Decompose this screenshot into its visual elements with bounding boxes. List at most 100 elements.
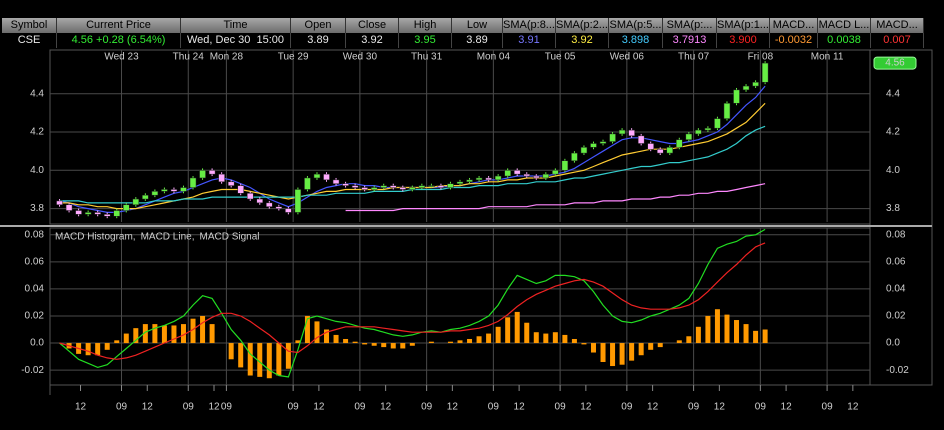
candle-body bbox=[275, 206, 283, 209]
macd-line bbox=[59, 242, 766, 360]
histogram-bar bbox=[247, 343, 253, 376]
column-header[interactable]: SMA(p:2... bbox=[556, 18, 609, 33]
y-tick-label: 4.2 bbox=[886, 127, 900, 138]
candle-body bbox=[399, 187, 407, 190]
histogram-bar bbox=[295, 340, 301, 344]
histogram-bar bbox=[381, 343, 387, 348]
histogram-bar bbox=[486, 333, 492, 344]
candle-body bbox=[161, 189, 168, 192]
candle-body bbox=[447, 183, 454, 188]
x-tick-label: 09 bbox=[183, 402, 195, 413]
column-header[interactable]: MACD... bbox=[871, 18, 924, 33]
column-header[interactable]: Symbol bbox=[2, 18, 57, 33]
legend-label: MACD Line, bbox=[141, 232, 195, 243]
candle-body bbox=[656, 148, 664, 154]
column-header[interactable]: MACD... bbox=[770, 18, 818, 33]
candle-body bbox=[647, 143, 654, 150]
histogram-bar bbox=[562, 334, 568, 344]
x-tick-label: 09 bbox=[555, 402, 567, 413]
x-tick-label: 12 bbox=[380, 402, 392, 413]
x-tick-label: Tue 29 bbox=[278, 52, 309, 63]
candle-body bbox=[123, 204, 130, 211]
histogram-bar bbox=[133, 328, 139, 344]
cell: 3.91 bbox=[503, 33, 556, 48]
candle-body bbox=[218, 173, 225, 183]
histogram-bar bbox=[362, 343, 368, 345]
candle-body bbox=[475, 177, 483, 181]
x-tick-label: 12 bbox=[75, 402, 87, 413]
x-tick-label: 12 bbox=[647, 402, 659, 413]
y-tick-label: 4.4 bbox=[886, 88, 900, 99]
column-header[interactable]: Current Price bbox=[57, 18, 181, 33]
column-header[interactable]: SMA(p:... bbox=[663, 18, 717, 33]
x-tick-label: 09 bbox=[354, 402, 366, 413]
candle-body bbox=[380, 185, 387, 188]
x-tick-label: Fri 08 bbox=[748, 52, 774, 63]
x-tick-label: 09 bbox=[688, 402, 700, 413]
histogram-bar bbox=[753, 330, 759, 344]
candle-body bbox=[199, 170, 206, 179]
column-header[interactable]: SMA(p:5... bbox=[609, 18, 663, 33]
candle-body bbox=[752, 81, 759, 87]
header-row: Symbol Current Price Time Open Close High Low S… bbox=[2, 18, 924, 33]
candle-body bbox=[618, 129, 626, 135]
histogram-bar bbox=[400, 343, 406, 349]
cell: 3.89 bbox=[452, 33, 503, 48]
histogram-bar bbox=[514, 311, 520, 344]
candle-body bbox=[761, 62, 769, 83]
column-header[interactable]: SMA(p:8... bbox=[503, 18, 556, 33]
candle-body bbox=[533, 175, 540, 179]
histogram-bar bbox=[409, 343, 415, 346]
candle-body bbox=[390, 185, 397, 188]
histogram-bar bbox=[85, 343, 91, 356]
x-tick-label: Tue 05 bbox=[545, 52, 576, 63]
macd-panel bbox=[49, 227, 871, 386]
candle-body bbox=[370, 187, 378, 190]
candle-body bbox=[418, 185, 426, 188]
x-tick-label: 12 bbox=[847, 402, 859, 413]
column-header[interactable]: High bbox=[399, 18, 452, 33]
y-tick-label: 0.06 bbox=[25, 256, 45, 267]
column-header[interactable]: Close bbox=[346, 18, 399, 33]
cell: 3.898 bbox=[609, 33, 663, 48]
candle-body bbox=[285, 208, 292, 213]
candle-body bbox=[342, 183, 349, 186]
candle-body bbox=[704, 127, 712, 131]
candle-body bbox=[676, 139, 683, 148]
legend-label: MACD Histogram, bbox=[55, 232, 136, 243]
candle-body bbox=[361, 187, 368, 190]
histogram-bar bbox=[95, 343, 101, 356]
column-header[interactable]: Time bbox=[181, 18, 291, 33]
column-header[interactable]: Open bbox=[291, 18, 346, 33]
cell: -0.0032 bbox=[770, 33, 818, 48]
x-tick-label: 12 bbox=[208, 402, 220, 413]
last-price-tag bbox=[873, 56, 917, 70]
candle-body bbox=[170, 189, 178, 192]
candle-body bbox=[695, 129, 702, 135]
y-tick-label: 3.8 bbox=[886, 203, 900, 214]
histogram-bar bbox=[152, 324, 158, 344]
histogram-bar bbox=[581, 343, 587, 345]
y-tick-label: 0.0 bbox=[886, 338, 900, 349]
cell: 3.900 bbox=[717, 33, 770, 48]
histogram-bar bbox=[171, 325, 177, 344]
histogram-bar bbox=[161, 325, 167, 344]
candle-body bbox=[580, 147, 588, 154]
candle-body bbox=[65, 204, 73, 211]
histogram-bar bbox=[447, 341, 453, 344]
x-tick-label: 09 bbox=[488, 402, 500, 413]
candle-body bbox=[685, 133, 693, 140]
histogram-bar bbox=[104, 343, 110, 350]
histogram-bar bbox=[600, 343, 606, 362]
candle-body bbox=[637, 135, 645, 144]
column-header[interactable]: SMA(p:1... bbox=[717, 18, 770, 33]
candle-body bbox=[714, 118, 721, 129]
y-tick-label: 4.2 bbox=[30, 127, 44, 138]
column-header[interactable]: MACD L... bbox=[818, 18, 871, 33]
cell: CSE bbox=[2, 33, 57, 48]
column-header[interactable]: Low bbox=[452, 18, 503, 33]
x-tick-label: 09 bbox=[288, 402, 300, 413]
histogram-bar bbox=[266, 343, 272, 379]
cell: 4.56 +0.28 (6.54%) bbox=[57, 33, 181, 48]
